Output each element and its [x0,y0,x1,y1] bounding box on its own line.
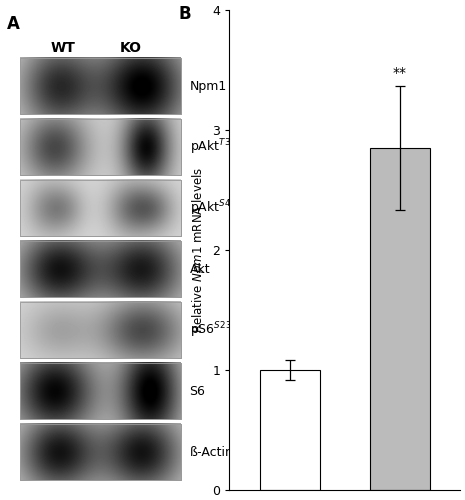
Bar [20,241,181,298]
Text: pAkt$^{T308}$: pAkt$^{T308}$ [190,138,242,157]
Bar [259,370,320,490]
Text: WT: WT [51,41,75,55]
Bar [20,302,181,358]
Bar [20,180,181,236]
Text: **: ** [393,66,407,80]
Y-axis label: Relative $Npm1$ mRNA levels: Relative $Npm1$ mRNA levels [190,167,206,333]
Bar [20,424,181,480]
Bar [370,148,430,490]
Bar [20,302,181,358]
Bar [20,241,181,298]
Bar [20,363,181,420]
Bar [20,180,181,236]
Bar [20,119,181,176]
Bar [20,119,181,176]
Bar [20,58,181,114]
Text: Npm1: Npm1 [190,80,227,92]
Bar [20,58,181,114]
Bar [20,363,181,420]
Text: ß-Actin: ß-Actin [190,446,233,459]
Text: S6: S6 [190,385,206,398]
Text: pAkt$^{S473}$: pAkt$^{S473}$ [190,198,242,218]
Bar [20,424,181,480]
Text: B: B [179,5,191,23]
Text: KO: KO [120,41,142,55]
Text: A: A [7,15,20,33]
Text: pS6$^{S235/236}$: pS6$^{S235/236}$ [190,320,257,340]
Text: Akt: Akt [190,262,210,276]
